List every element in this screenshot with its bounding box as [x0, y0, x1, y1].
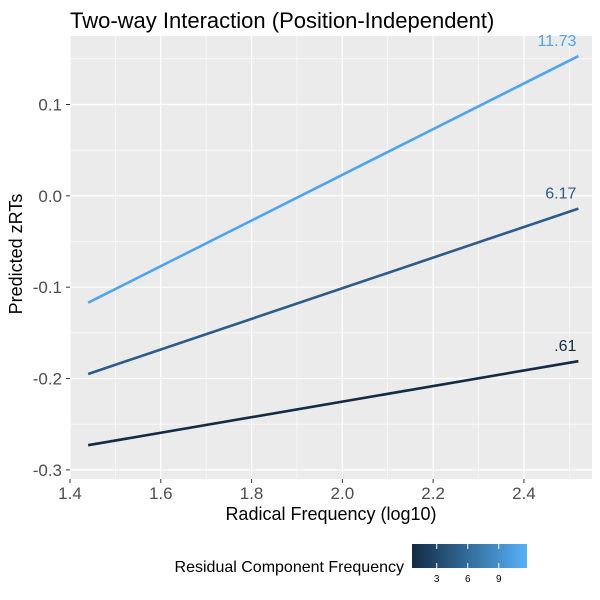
x-tick-label: 1.4 [58, 484, 82, 503]
legend-title: Residual Component Frequency [175, 559, 404, 576]
x-tick-label: 2.0 [331, 484, 355, 503]
x-axis-title: Radical Frequency (log10) [225, 504, 436, 524]
legend-tick-label: 6 [465, 574, 471, 585]
y-tick-label: 0.0 [38, 187, 62, 206]
series-end-label: .61 [554, 338, 576, 355]
series-line [87, 359, 579, 447]
y-tick-label: -0.3 [33, 461, 62, 480]
x-tick-label: 1.8 [240, 484, 264, 503]
series-group: .61 6.17 11.73 [87, 33, 579, 447]
series-line [87, 54, 579, 304]
y-axis: -0.3 -0.2 -0.1 0.0 0.1 [33, 96, 70, 480]
legend-ticks: 3 6 9 [434, 544, 502, 585]
x-axis: 1.4 1.6 1.8 2.0 2.2 2.4 [58, 479, 536, 503]
grid [69, 36, 592, 479]
y-tick-label: -0.2 [33, 370, 62, 389]
y-tick-label: -0.1 [33, 278, 62, 297]
x-tick-label: 2.2 [421, 484, 445, 503]
legend-tick-label: 3 [434, 574, 440, 585]
chart-title: Two-way Interaction (Position-Independen… [70, 8, 494, 33]
legend-tick-label: 9 [496, 574, 502, 585]
series-end-label: 11.73 [538, 33, 577, 50]
legend: Residual Component Frequency 3 6 9 [175, 544, 527, 585]
y-tick-label: 0.1 [38, 96, 62, 115]
series-line [87, 207, 579, 376]
series-end-label: 6.17 [545, 186, 576, 203]
x-tick-label: 2.4 [512, 484, 536, 503]
plot-panel [70, 36, 592, 479]
x-tick-label: 1.6 [149, 484, 173, 503]
y-axis-title: Predicted zRTs [6, 194, 26, 315]
legend-colorbar [412, 544, 527, 568]
